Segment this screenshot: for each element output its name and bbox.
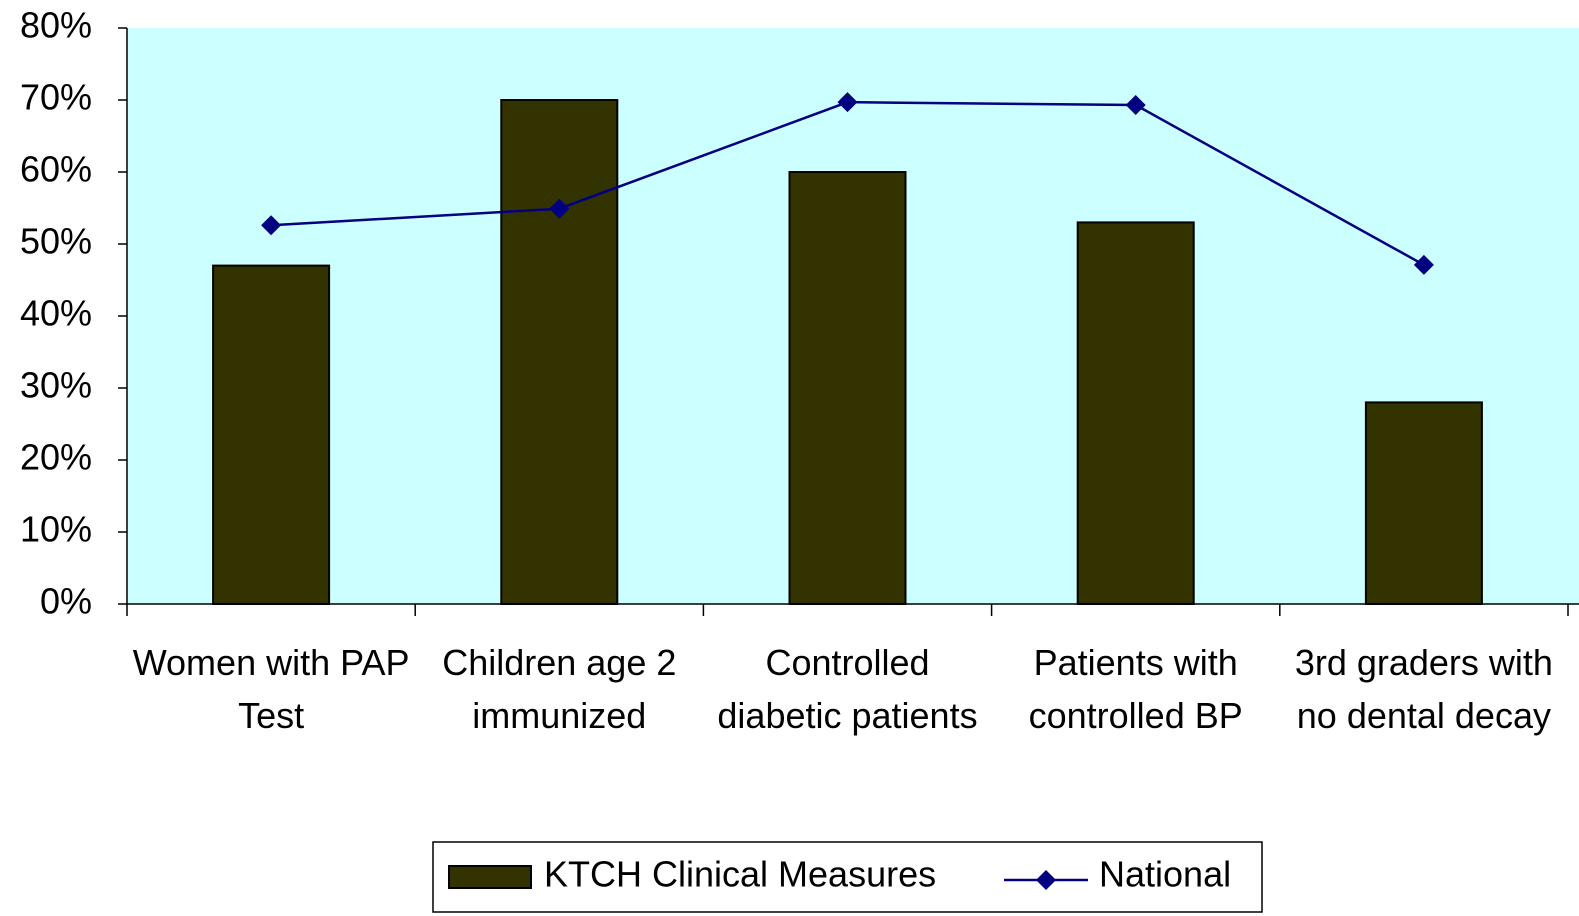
y-tick-label: 40%: [20, 293, 92, 334]
marker: [549, 198, 570, 219]
legend-marker: [1036, 870, 1056, 890]
y-tick-label: 20%: [20, 437, 92, 478]
legend-box: [432, 841, 1263, 913]
bar: [788, 171, 907, 605]
x-tick-label: Women with PAP Test: [132, 642, 410, 736]
bar: [500, 99, 619, 605]
y-tick-label: 10%: [20, 509, 92, 550]
legend-label: KTCH Clinical Measures: [544, 854, 936, 895]
x-tick-label: 3rd graders with no dental decay: [1294, 642, 1553, 736]
y-tick-label: 60%: [20, 149, 92, 190]
bar: [1364, 401, 1483, 605]
x-tick-label: Patients with controlled BP: [1028, 642, 1243, 736]
y-tick-label: 30%: [20, 365, 92, 406]
bar: [212, 264, 331, 605]
bar: [1076, 221, 1195, 605]
legend-label: National: [1099, 854, 1231, 895]
x-tick-label: Controlled diabetic patients: [717, 642, 978, 736]
y-tick-label: 0%: [40, 581, 92, 622]
marker: [1125, 95, 1146, 116]
x-tick-label: Children age 2 immunized: [442, 642, 677, 736]
marker: [1413, 254, 1434, 275]
y-tick-label: 80%: [20, 5, 92, 46]
marker: [261, 215, 282, 236]
y-tick-label: 70%: [20, 77, 92, 118]
legend-swatch: [448, 865, 532, 889]
y-tick-label: 50%: [20, 221, 92, 262]
marker: [837, 92, 858, 113]
